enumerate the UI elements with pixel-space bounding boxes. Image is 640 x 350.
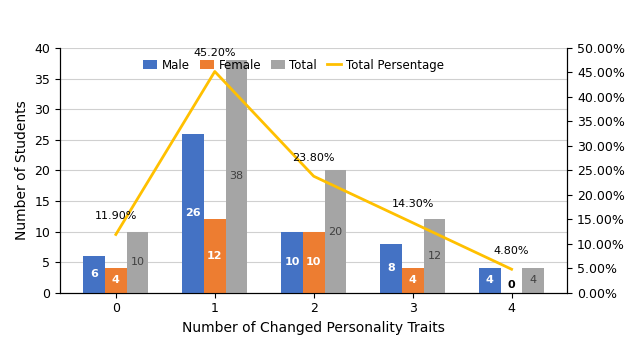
Bar xyxy=(83,256,105,293)
Text: 11.90%: 11.90% xyxy=(95,211,137,221)
X-axis label: Number of Changed Personality Traits: Number of Changed Personality Traits xyxy=(182,321,445,335)
Bar xyxy=(182,134,204,293)
Bar xyxy=(380,244,402,293)
Text: 45.20%: 45.20% xyxy=(193,48,236,58)
Text: 4.80%: 4.80% xyxy=(494,245,529,256)
Bar xyxy=(424,219,445,293)
Line: Total Persentage: Total Persentage xyxy=(116,71,511,269)
Total Persentage xyxy=(310,174,317,179)
Bar xyxy=(127,232,148,293)
Bar xyxy=(105,268,127,293)
Text: 20: 20 xyxy=(328,226,342,237)
Bar xyxy=(522,268,544,293)
Text: 4: 4 xyxy=(530,275,537,286)
Text: 23.80%: 23.80% xyxy=(292,153,335,162)
Legend: Male, Female, Total, Total Persentage: Male, Female, Total, Total Persentage xyxy=(139,54,448,76)
Text: 26: 26 xyxy=(185,208,201,218)
Total Persentage xyxy=(508,267,515,271)
Text: 4: 4 xyxy=(486,275,493,286)
Y-axis label: Number of Students: Number of Students xyxy=(15,100,29,240)
Text: 4: 4 xyxy=(112,275,120,286)
Text: 12: 12 xyxy=(428,251,442,261)
Total Persentage xyxy=(211,69,219,73)
Total Persentage xyxy=(112,232,120,237)
Text: 8: 8 xyxy=(387,263,395,273)
Bar xyxy=(479,268,500,293)
Text: 10: 10 xyxy=(306,257,321,267)
Text: 14.30%: 14.30% xyxy=(392,199,434,209)
Text: 10: 10 xyxy=(131,257,145,267)
Bar xyxy=(226,60,248,293)
Text: 38: 38 xyxy=(230,172,244,182)
Text: 12: 12 xyxy=(207,251,223,261)
Text: 0: 0 xyxy=(508,280,515,290)
Bar xyxy=(324,170,346,293)
Text: 6: 6 xyxy=(90,270,98,279)
Total Persentage xyxy=(409,220,417,225)
Bar xyxy=(204,219,226,293)
Bar xyxy=(281,232,303,293)
Text: 10: 10 xyxy=(284,257,300,267)
Bar xyxy=(402,268,424,293)
Bar xyxy=(303,232,324,293)
Text: 4: 4 xyxy=(409,275,417,286)
